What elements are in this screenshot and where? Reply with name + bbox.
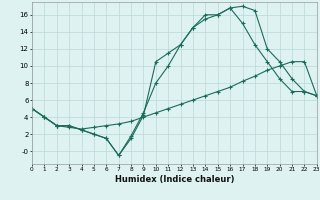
X-axis label: Humidex (Indice chaleur): Humidex (Indice chaleur)	[115, 175, 234, 184]
